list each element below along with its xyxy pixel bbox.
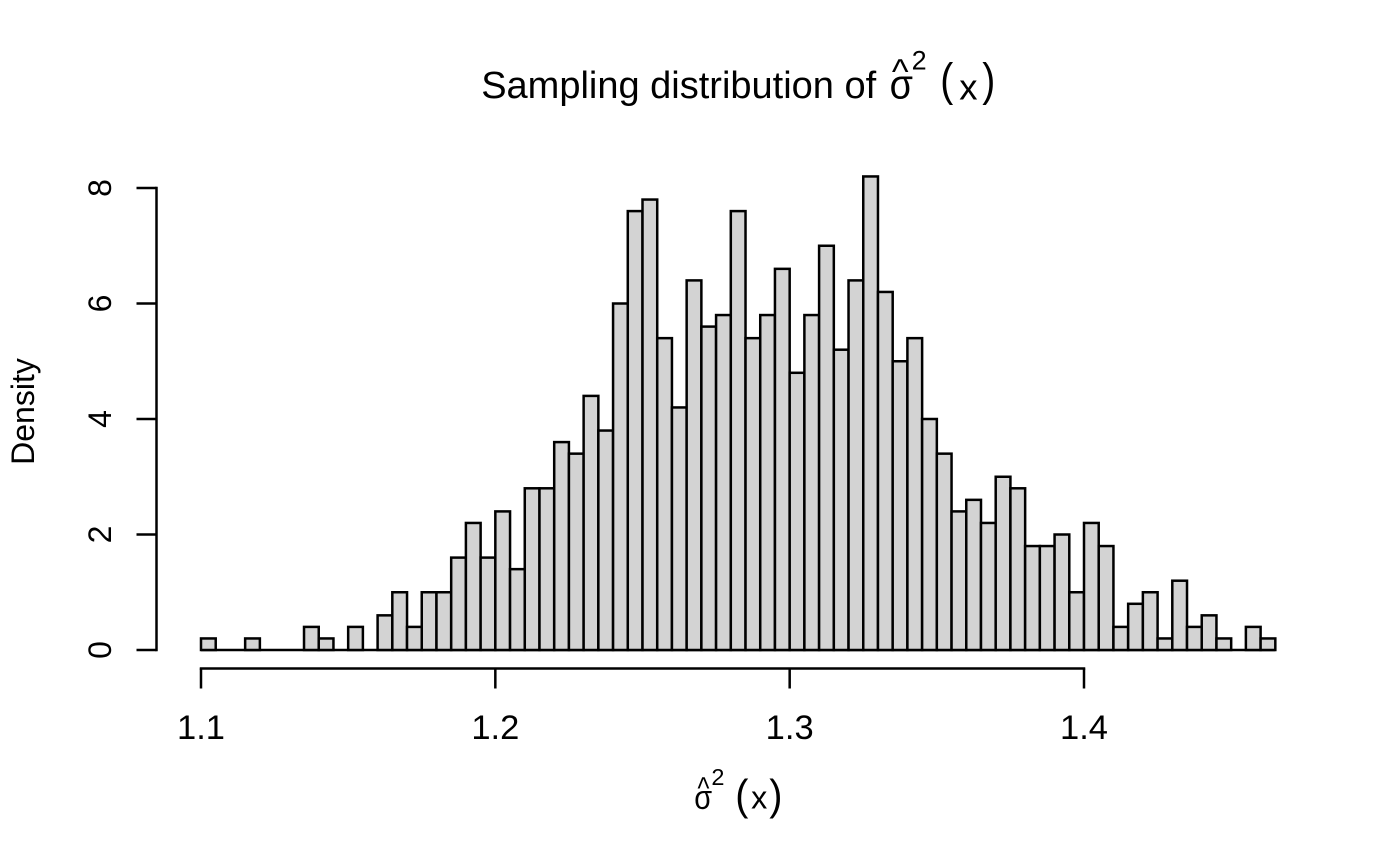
- svg-text:2: 2: [912, 46, 927, 76]
- svg-text:2: 2: [82, 526, 118, 544]
- svg-text:σ: σ: [694, 778, 712, 817]
- svg-text:1.2: 1.2: [471, 709, 519, 747]
- svg-text:): ): [769, 771, 782, 819]
- svg-text:(: (: [735, 771, 748, 819]
- svg-text:4: 4: [82, 410, 118, 428]
- svg-text:6: 6: [82, 295, 118, 313]
- svg-text:0: 0: [82, 641, 118, 659]
- svg-text:Density: Density: [5, 358, 41, 465]
- svg-text:2: 2: [711, 764, 724, 790]
- svg-text:^: ^: [697, 771, 709, 806]
- svg-text:σ: σ: [890, 62, 914, 108]
- svg-text:1.3: 1.3: [766, 709, 814, 747]
- svg-text:): ): [982, 55, 995, 107]
- svg-text:Sampling distribution of: Sampling distribution of: [481, 65, 876, 107]
- svg-text:1.4: 1.4: [1060, 709, 1108, 747]
- svg-text:8: 8: [82, 179, 118, 197]
- svg-text:^: ^: [892, 52, 909, 92]
- svg-text:(: (: [940, 55, 953, 107]
- svg-text:1.1: 1.1: [177, 709, 225, 747]
- svg-text:x: x: [751, 780, 767, 816]
- svg-text:x: x: [959, 66, 977, 107]
